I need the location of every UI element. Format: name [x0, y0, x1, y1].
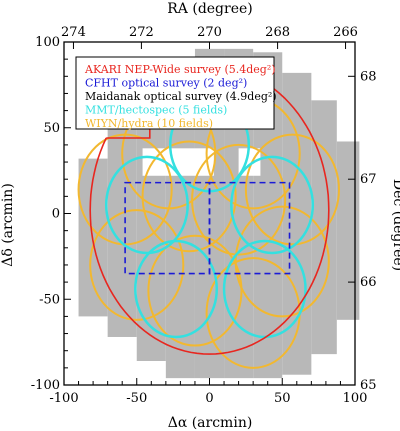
wiyn-field	[244, 133, 340, 246]
maidanak-strip	[282, 72, 312, 375]
maidanak-strip	[336, 141, 360, 320]
legend-entry: MMT/hectospec (5 fields)	[85, 104, 227, 117]
dec-tick-label: 67	[360, 172, 377, 187]
ra-tick-label: 274	[61, 25, 86, 40]
legend-entry: WIYN/hydra (10 fields)	[85, 117, 213, 130]
x-tick-label: 0	[205, 391, 213, 406]
maidanak-strip	[311, 100, 337, 355]
wiyn-field	[89, 209, 185, 321]
dec-tick-label: 68	[360, 69, 377, 84]
legend: AKARI NEP-Wide survey (5.4deg²)CFHT opti…	[75, 56, 277, 130]
y-axis-title: Δδ (arcmin)	[0, 183, 16, 267]
dec-axis-title: Dec (degree)	[390, 179, 400, 271]
y-tick-label: 0	[52, 207, 60, 222]
wiyn-field	[141, 140, 237, 253]
ra-tick-label: 266	[333, 25, 358, 40]
legend-entry: Maidanak optical survey (4.9deg²)	[85, 90, 277, 103]
cfht-field	[124, 181, 211, 275]
legend-box	[75, 56, 275, 130]
x-axis-title: Δα (arcmin)	[168, 415, 253, 431]
wiyn-field	[191, 143, 287, 256]
survey-fields	[77, 65, 340, 369]
mmt-field	[230, 155, 315, 255]
dec-tick-label: 66	[360, 275, 377, 290]
x-tick-label: -50	[126, 391, 147, 406]
ra-tick-label: 272	[129, 25, 154, 40]
y-tick-label: -100	[31, 378, 60, 393]
dec-tick-label: 65	[360, 378, 377, 393]
x-tick-label: 100	[343, 391, 368, 406]
ra-tick-label: 268	[265, 25, 290, 40]
cfht-field	[208, 181, 291, 275]
y-tick-label: 100	[35, 35, 60, 50]
mmt-field	[134, 239, 219, 339]
mmt-field	[104, 155, 189, 255]
wiyn-field	[147, 234, 243, 347]
x-tick-label: 50	[274, 391, 291, 406]
legend-entry: AKARI NEP-Wide survey (5.4deg²)	[84, 63, 276, 76]
y-tick-label: 50	[43, 121, 60, 136]
legend-entry: CFHT optical survey (2 deg²)	[85, 77, 247, 90]
x-tick-label: -100	[49, 391, 78, 406]
ra-tick-label: 270	[197, 25, 222, 40]
y-tick-label: -50	[39, 292, 60, 307]
ra-axis-title: RA (degree)	[167, 1, 253, 17]
